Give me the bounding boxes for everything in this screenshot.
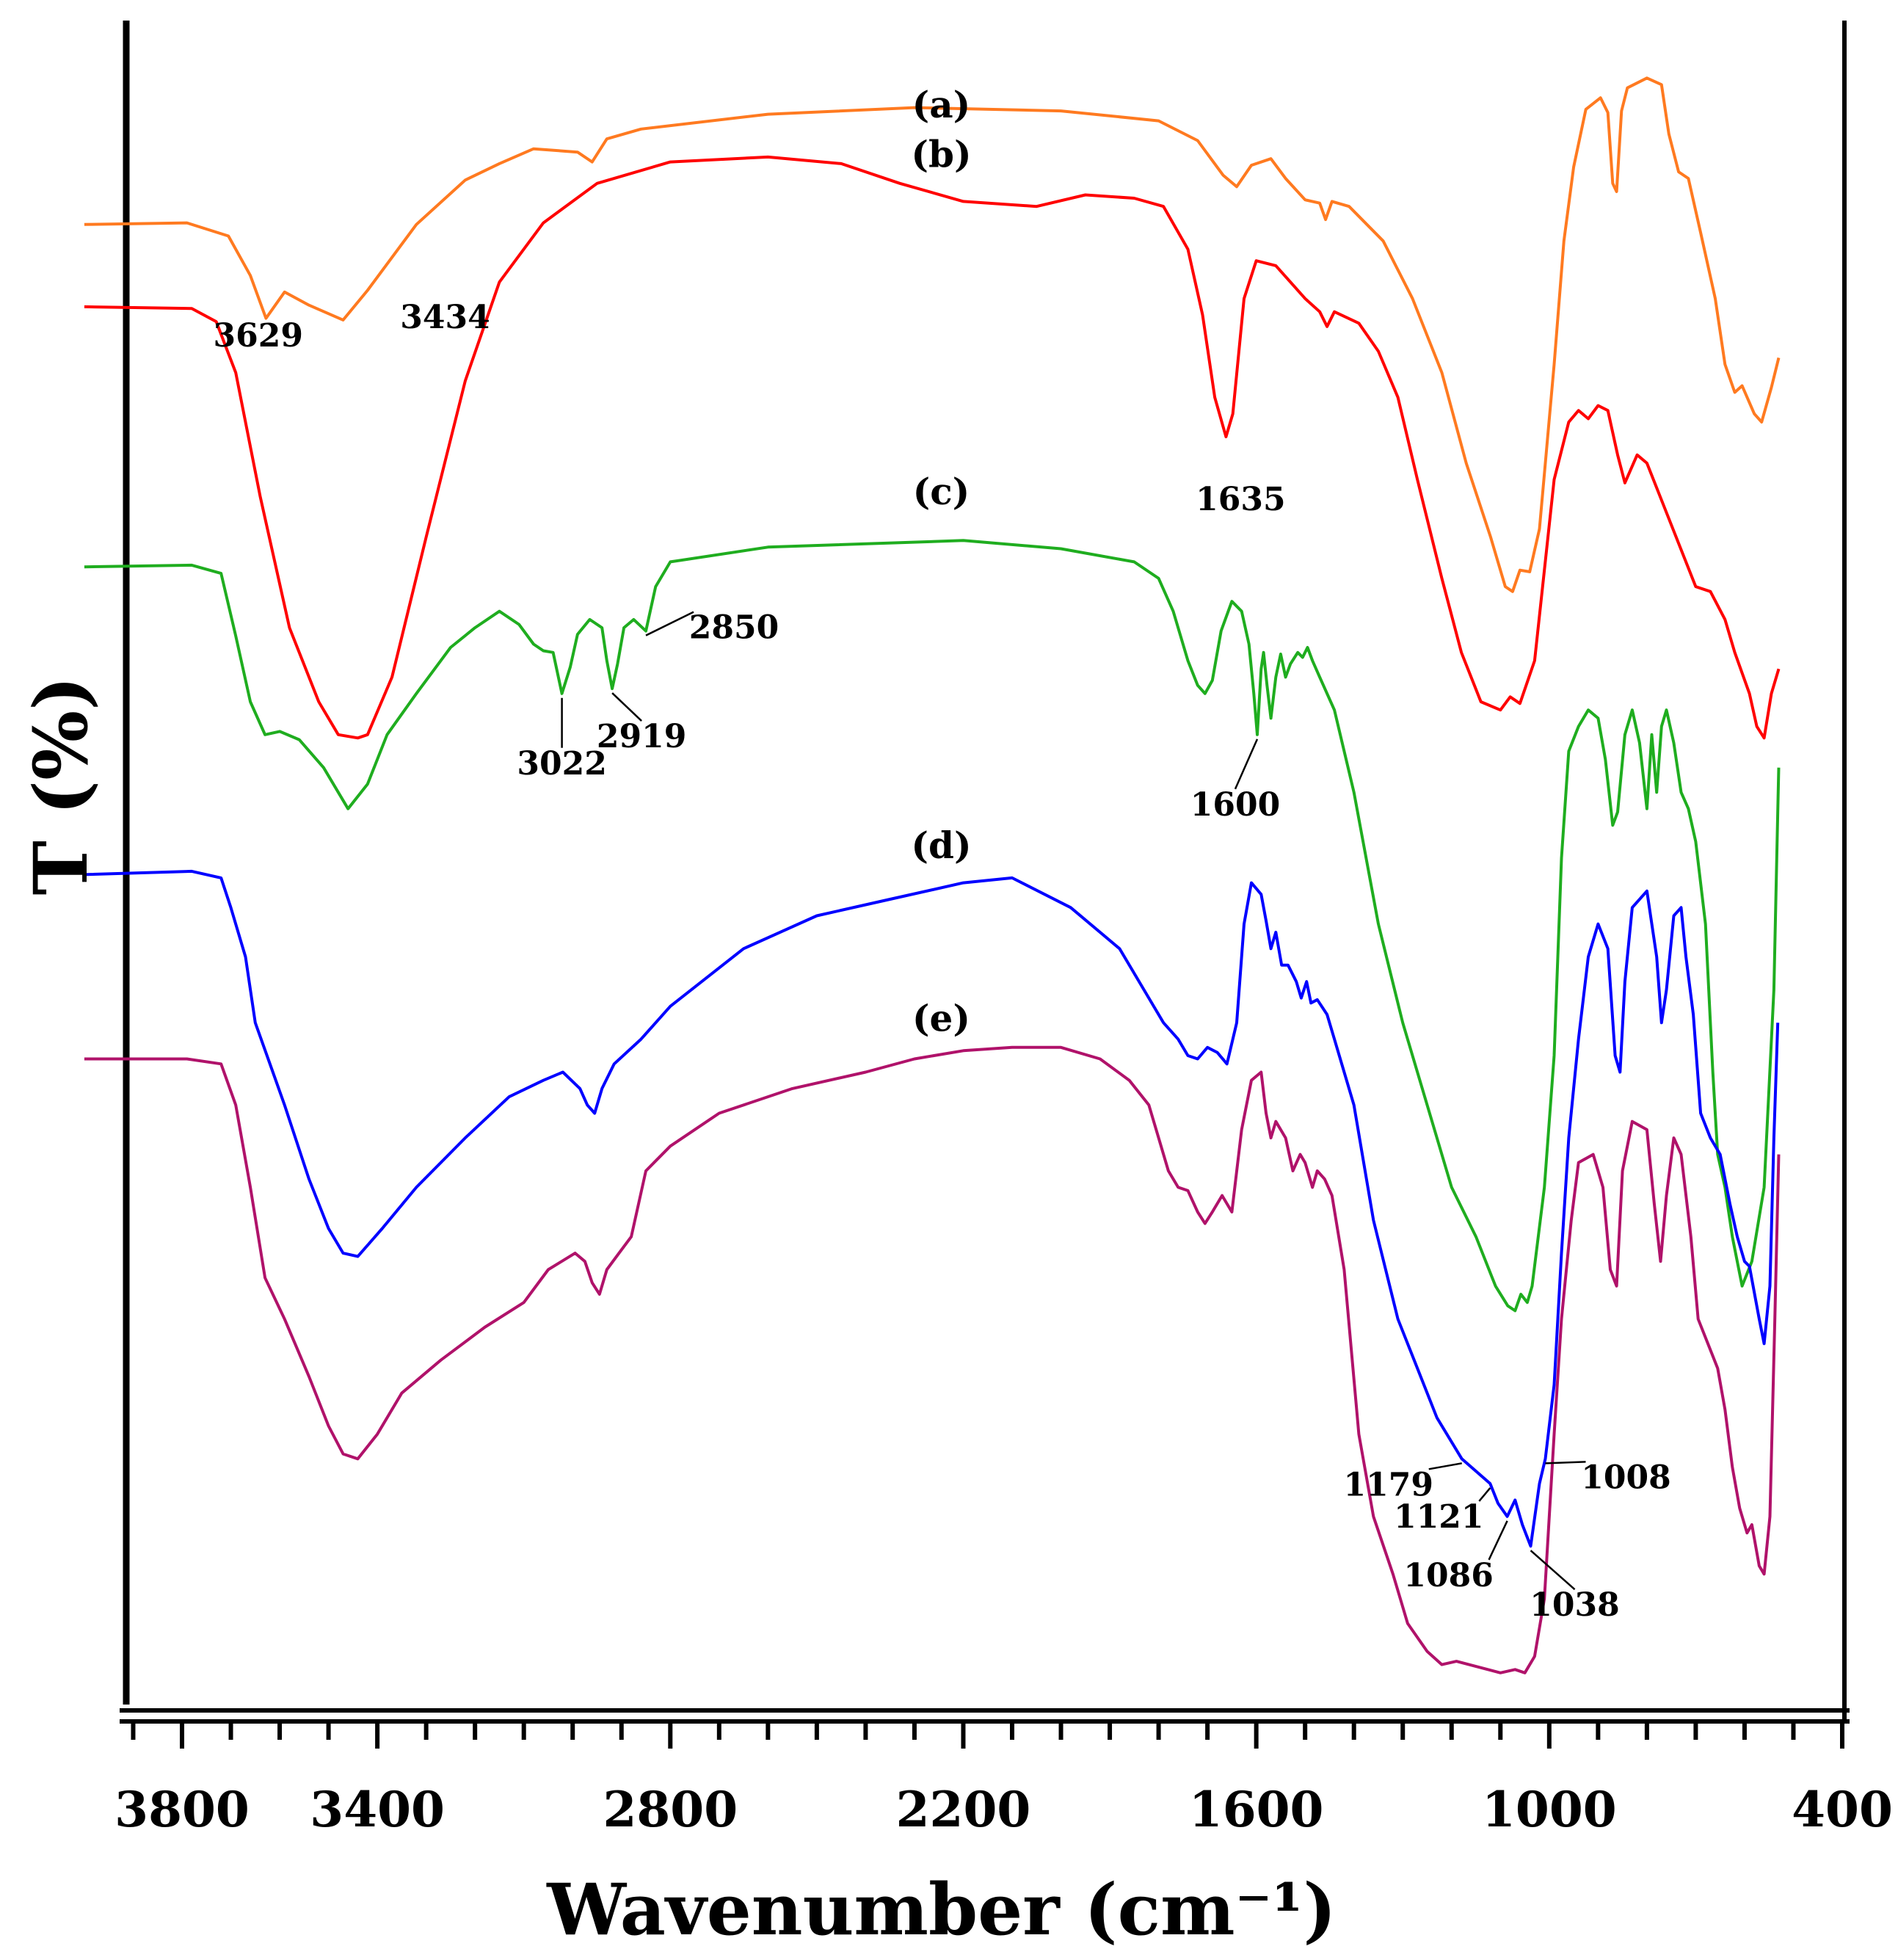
series-line-e [84,1045,1781,1674]
x-tick-label-2800: 2800 [603,1781,738,1838]
x-tick-labels: 3800 3400 2800 2200 1600 1000 400 [114,1781,1893,1838]
x-tick-label-3400: 3400 [310,1781,445,1838]
series-labels: (a) (b) (c) (d) (e) [911,83,971,1039]
peak-label-1635: 1635 [1196,481,1285,518]
peak-label-1600: 1600 [1190,786,1280,824]
peak-leader-1086 [1488,1520,1508,1561]
x-tick-label-1000: 1000 [1482,1781,1617,1838]
series-line-a [84,76,1781,593]
peak-leader-1038 [1530,1550,1576,1591]
series-label-c: (c) [913,470,970,513]
x-tick-marks [131,1721,1844,1749]
x-axis-title: Wavenumber (cm⁻¹) [546,1868,1337,1951]
peak-label-2850: 2850 [689,609,779,647]
series-line-d [84,869,1780,1548]
y-axis-title: T (%) [18,676,104,896]
peak-label-1121: 1121 [1394,1498,1483,1536]
series-label-a: (a) [912,83,971,126]
peak-leader-2919 [611,692,642,722]
series-line-c [84,539,1781,1313]
x-tick-label-3800: 3800 [114,1781,250,1838]
peak-label-3434: 3434 [400,299,490,336]
x-tick-label-1600: 1600 [1189,1781,1324,1838]
peak-leader-1008 [1545,1461,1586,1464]
peak-leader-2850 [645,611,694,636]
peak-label-1038: 1038 [1530,1586,1619,1624]
plot-frame [120,21,1850,1724]
peak-leader-1600 [1234,738,1259,790]
peak-label-1086: 1086 [1403,1557,1493,1594]
series-label-d: (d) [911,824,971,867]
peak-leader-1179 [1428,1462,1462,1470]
peak-leader-1121 [1478,1487,1491,1502]
spectra [84,76,1781,1674]
peak-label-3022: 3022 [517,745,606,783]
peak-label-1179: 1179 [1344,1466,1433,1503]
series-label-b: (b) [911,132,971,175]
peak-label-3629: 3629 [214,317,303,355]
series-label-e: (e) [912,996,970,1039]
x-tick-label-2200: 2200 [896,1781,1031,1838]
x-tick-label-400: 400 [1792,1781,1893,1838]
peak-label-1008: 1008 [1581,1459,1670,1496]
series-line-b [84,155,1781,740]
peak-label-2919: 2919 [597,718,686,755]
